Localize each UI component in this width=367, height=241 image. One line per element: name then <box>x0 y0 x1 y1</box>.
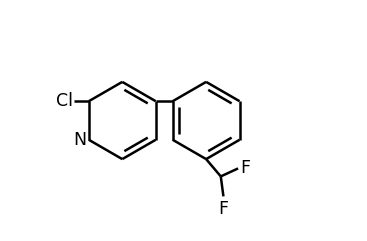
Text: Cl: Cl <box>56 92 73 110</box>
Text: F: F <box>240 160 250 177</box>
Text: N: N <box>73 131 87 149</box>
Text: F: F <box>218 200 228 218</box>
